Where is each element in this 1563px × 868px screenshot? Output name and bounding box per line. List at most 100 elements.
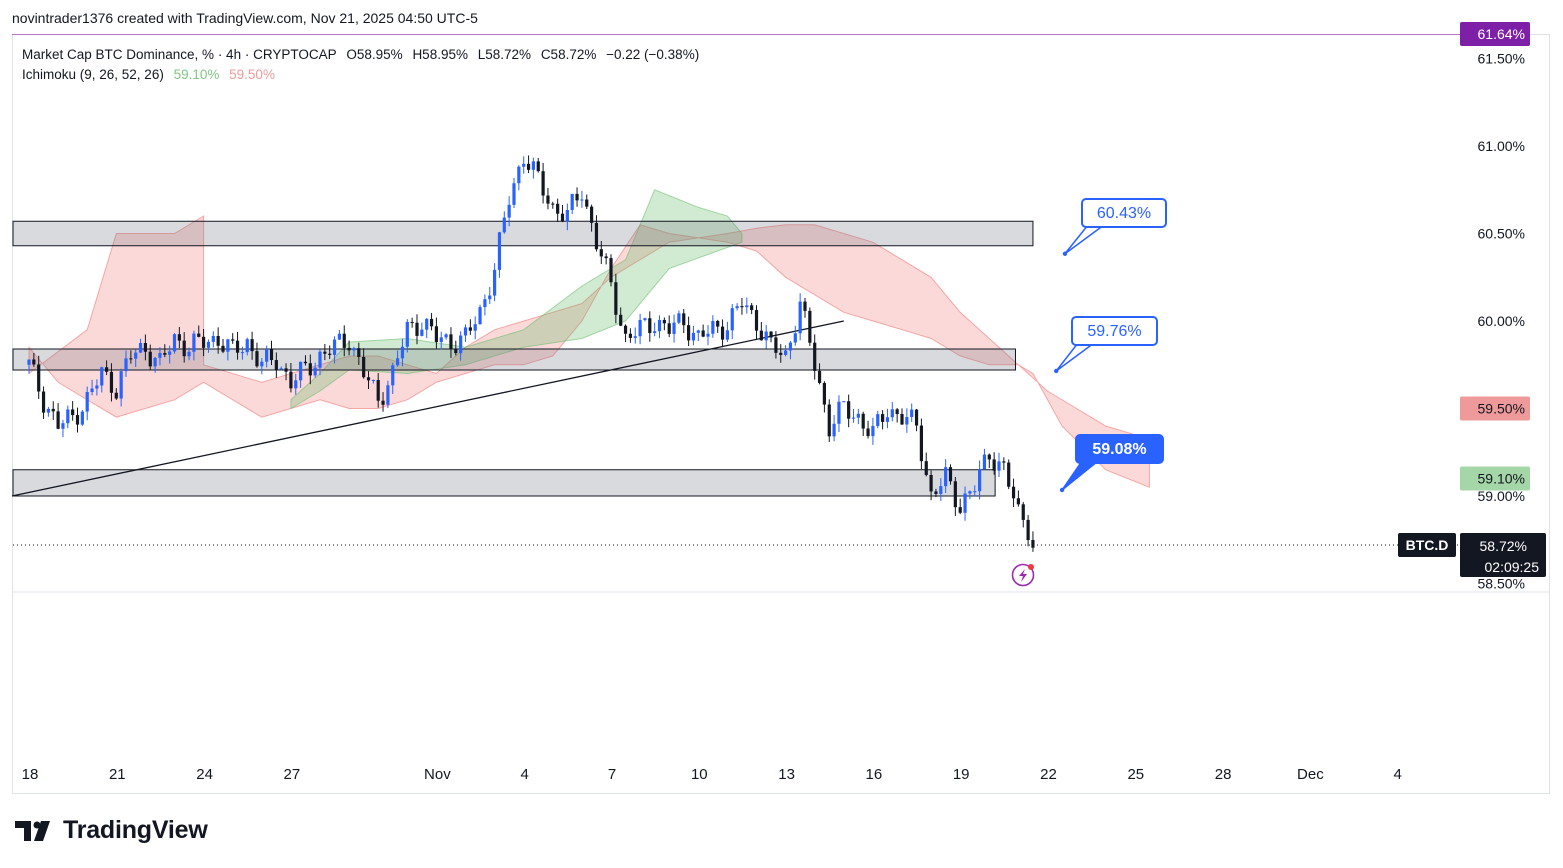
callout-box[interactable]	[1081, 198, 1167, 228]
candle-body	[939, 486, 943, 494]
x-axis-label: 7	[608, 766, 616, 783]
candle-body	[706, 333, 710, 337]
candle-body	[759, 330, 763, 341]
callout-label: 59.08%	[1092, 441, 1146, 458]
high-value: H58.95%	[412, 47, 468, 62]
candle-body	[910, 409, 914, 418]
candle-body	[71, 409, 75, 416]
brand-name: TradingView	[63, 816, 208, 844]
callout-pointer	[1055, 342, 1095, 372]
callout-box[interactable]	[1071, 316, 1158, 346]
symbol-badge-text: BTC.D	[1406, 537, 1449, 553]
x-axis-label: 25	[1127, 766, 1144, 783]
trendline[interactable]	[11, 320, 844, 497]
candle-body	[56, 411, 60, 429]
candle-body	[725, 330, 729, 340]
candle-body	[633, 336, 637, 338]
x-axis-label: 24	[196, 766, 213, 783]
price-zone-1[interactable]	[12, 220, 1034, 247]
candle-body	[274, 360, 278, 370]
candle-body	[827, 404, 831, 437]
candle-body	[623, 325, 628, 334]
symbol-badge-bg[interactable]	[1398, 533, 1456, 557]
candle-body	[662, 319, 666, 324]
candle-body	[638, 320, 642, 337]
candle-body	[987, 454, 991, 460]
x-axis-label: Nov	[424, 766, 451, 783]
candle-body	[347, 347, 351, 351]
candle-body	[992, 459, 996, 471]
indicator-value-lagging: 59.50%	[229, 67, 275, 82]
candle-body	[202, 336, 206, 348]
candle-body	[934, 491, 938, 494]
x-axis-label: 21	[109, 766, 126, 783]
candle-body	[822, 382, 826, 405]
candle-body	[560, 213, 565, 222]
candle-body	[66, 409, 70, 424]
candle-body	[109, 371, 114, 393]
tradingview-logo: TradingView	[15, 816, 208, 845]
candle-body	[85, 392, 89, 412]
last-price-bg	[1460, 533, 1546, 577]
candle-body	[1007, 462, 1011, 487]
x-axis-label: 22	[1040, 766, 1057, 783]
candle-body	[129, 358, 133, 360]
candle-body	[832, 423, 836, 437]
candle-body	[536, 161, 540, 172]
price-zone-3[interactable]	[12, 469, 996, 497]
candle-body	[308, 363, 312, 376]
tradingview-logo-icon	[15, 820, 50, 841]
y-axis-label: 61.50%	[1478, 51, 1525, 67]
candle-body	[968, 491, 972, 494]
candle-body	[425, 318, 429, 330]
candle-body	[502, 217, 506, 233]
candle-body	[861, 413, 865, 429]
candle-body	[919, 425, 923, 462]
notification-dot-icon	[1028, 564, 1034, 570]
candle-body	[1021, 504, 1025, 520]
candle-body	[439, 337, 443, 343]
callout-box[interactable]	[1075, 434, 1164, 464]
symbol-legend-row[interactable]: Market Cap BTC Dominance, % · 4h · CRYPT…	[22, 45, 705, 65]
candle-body	[1026, 519, 1030, 541]
candle-body	[958, 507, 962, 513]
candle-body	[245, 339, 249, 353]
lightning-glyph-icon	[1019, 569, 1027, 582]
candle-body	[526, 163, 531, 170]
callout-anchor-dot	[1062, 251, 1068, 256]
candle-body	[871, 425, 875, 437]
x-axis-label: Dec	[1297, 766, 1324, 783]
low-value: L58.72%	[477, 47, 532, 62]
candle-body	[590, 206, 594, 223]
candle-body	[614, 282, 618, 315]
candle-body	[187, 351, 191, 357]
candle-body	[90, 388, 94, 393]
candle-body	[289, 371, 293, 389]
candle-body	[105, 367, 109, 372]
candle-body	[75, 415, 80, 425]
candle-body	[100, 367, 104, 386]
chart-caption: novintrader1376 created with TradingView…	[12, 10, 478, 26]
candle-body	[1011, 486, 1016, 499]
candle-body	[342, 333, 346, 348]
candle-body	[493, 269, 497, 296]
price-label-text: 59.50%	[1478, 401, 1525, 417]
candle-body	[890, 409, 894, 418]
candle-body	[531, 161, 535, 170]
price-zone-2[interactable]	[12, 348, 1016, 371]
price-label-bg	[1460, 396, 1530, 421]
candle-body	[716, 320, 720, 327]
candle-body	[619, 314, 623, 326]
candle-body	[575, 193, 579, 201]
x-axis-label: 4	[521, 766, 529, 783]
candle-body	[473, 324, 477, 331]
indicator-legend-row[interactable]: Ichimoku (9, 26, 52, 26) 59.10% 59.50%	[22, 65, 705, 85]
candle-body	[740, 306, 744, 308]
candle-body	[211, 336, 215, 342]
candle-body	[153, 357, 157, 367]
candle-body	[522, 163, 526, 167]
candle-body	[745, 305, 749, 308]
candle-body	[396, 358, 400, 366]
candle-body	[371, 379, 375, 381]
